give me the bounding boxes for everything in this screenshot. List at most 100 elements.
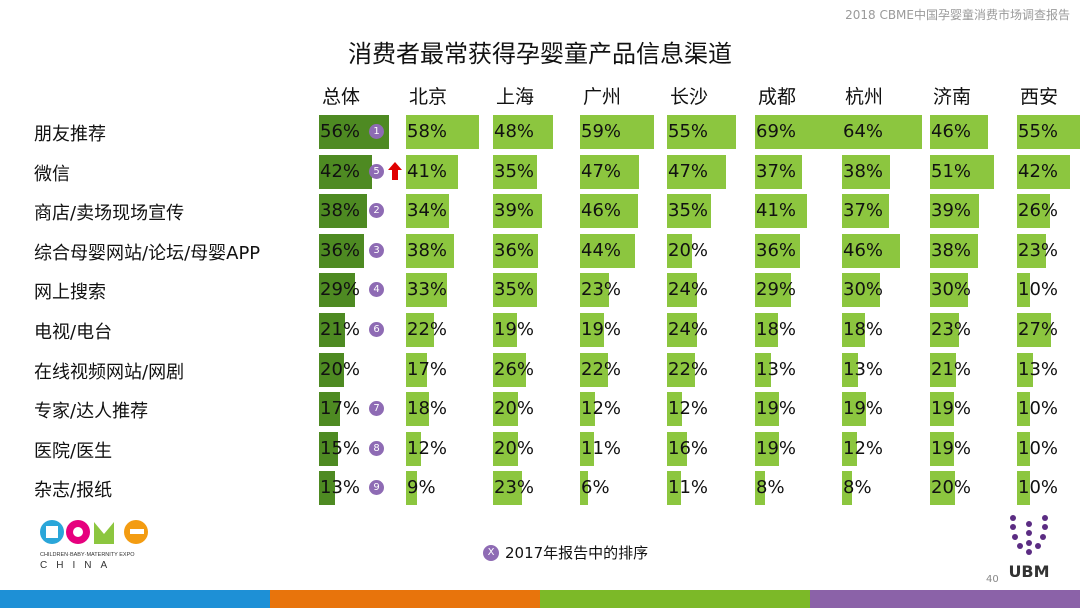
data-label: 39% — [931, 200, 972, 222]
bar — [493, 392, 519, 427]
row-label: 专家/达人推荐 — [34, 401, 149, 423]
data-label: 19% — [581, 319, 622, 340]
data-label: 64% — [843, 121, 884, 142]
bar — [406, 392, 429, 427]
data-label: 38% — [843, 160, 884, 182]
bar — [755, 392, 779, 427]
bar — [493, 233, 539, 268]
bar — [755, 233, 801, 268]
row-label: 微信 — [34, 163, 70, 185]
bar — [930, 154, 995, 189]
data-label: 19% — [494, 319, 535, 340]
rank-2017-badge: 3 — [369, 242, 384, 258]
bar — [1017, 313, 1051, 347]
data-label: 18% — [407, 398, 448, 420]
bar — [1017, 431, 1030, 466]
stripe-segment — [540, 590, 810, 608]
bar — [667, 313, 698, 347]
data-label: 39% — [494, 200, 535, 222]
bar — [842, 194, 889, 229]
bar — [667, 273, 698, 308]
bar — [930, 431, 954, 466]
data-label: 19% — [931, 437, 972, 459]
data-label: 12% — [668, 398, 709, 420]
data-label: 10% — [1018, 279, 1059, 301]
bar — [580, 352, 608, 387]
bar — [406, 273, 448, 308]
data-label: 17% — [320, 398, 361, 420]
bar — [842, 431, 858, 466]
bar — [406, 154, 458, 189]
data-label: 59% — [581, 121, 622, 142]
rank-2017-badge: 2 — [369, 203, 384, 219]
bar — [755, 313, 778, 347]
stripe-segment — [810, 590, 1080, 608]
row-label: 商店/卖场现场宣传 — [34, 203, 185, 225]
bar — [755, 115, 842, 149]
column-header: 杭州 — [845, 86, 884, 108]
bar — [580, 471, 588, 506]
bar — [1017, 194, 1050, 229]
bar — [406, 352, 428, 387]
data-label: 41% — [407, 160, 448, 182]
stripe-segment — [0, 590, 270, 608]
bar — [319, 194, 367, 229]
rank-2017-badge: 7 — [369, 401, 384, 417]
bar — [842, 154, 890, 189]
data-label: 38% — [931, 239, 972, 261]
data-label: 36% — [320, 239, 361, 261]
bar — [406, 233, 454, 268]
data-label: 34% — [407, 200, 448, 222]
ubm-dots-icon — [1010, 515, 1048, 555]
bar — [406, 471, 418, 506]
data-label: 41% — [756, 200, 797, 222]
data-label: 55% — [1018, 121, 1059, 142]
data-label: 46% — [931, 121, 972, 142]
bar — [580, 313, 604, 347]
data-label: 8% — [756, 477, 785, 499]
bar — [1017, 352, 1034, 387]
bar — [667, 431, 688, 466]
data-label: 18% — [756, 319, 797, 340]
bar — [493, 154, 537, 189]
data-label: 35% — [494, 279, 535, 301]
data-label: 17% — [407, 358, 448, 380]
bar — [406, 115, 479, 149]
row-label: 综合母婴网站/论坛/母婴APP — [34, 242, 261, 264]
bar — [842, 352, 859, 387]
bar — [755, 431, 779, 466]
data-label: 36% — [756, 239, 797, 261]
bar — [930, 352, 957, 387]
data-label: 23% — [494, 477, 535, 499]
rank-2017-badge: 1 — [369, 124, 384, 139]
up-arrow-icon — [387, 161, 403, 185]
data-label: 56% — [320, 121, 361, 142]
data-label: 22% — [668, 358, 709, 380]
bar — [930, 233, 978, 268]
data-label: 16% — [668, 437, 709, 459]
data-label: 12% — [407, 437, 448, 459]
bar — [930, 273, 968, 308]
cbme-logo: CHILDREN·BABY·MATERNITY EXPO CHINA — [38, 514, 158, 574]
bar — [580, 273, 609, 308]
bar — [580, 233, 636, 268]
cbme-sub: CHINA — [40, 560, 116, 570]
bar — [755, 154, 802, 189]
bar — [667, 115, 737, 149]
data-label: 20% — [931, 477, 972, 499]
bar — [842, 115, 923, 149]
data-label: 42% — [1018, 160, 1059, 182]
stripe-segment — [270, 590, 540, 608]
data-label: 9% — [407, 477, 436, 499]
bar — [842, 313, 865, 347]
data-label: 22% — [581, 358, 622, 380]
data-label: 29% — [320, 279, 361, 301]
column-header: 济南 — [933, 86, 972, 108]
ubm-logo: UBM — [996, 512, 1062, 581]
bar — [755, 352, 772, 387]
bar — [1017, 471, 1030, 506]
bar — [406, 194, 449, 229]
bar — [930, 115, 988, 149]
row-label: 杂志/报纸 — [34, 480, 113, 502]
data-label: 22% — [407, 319, 448, 340]
